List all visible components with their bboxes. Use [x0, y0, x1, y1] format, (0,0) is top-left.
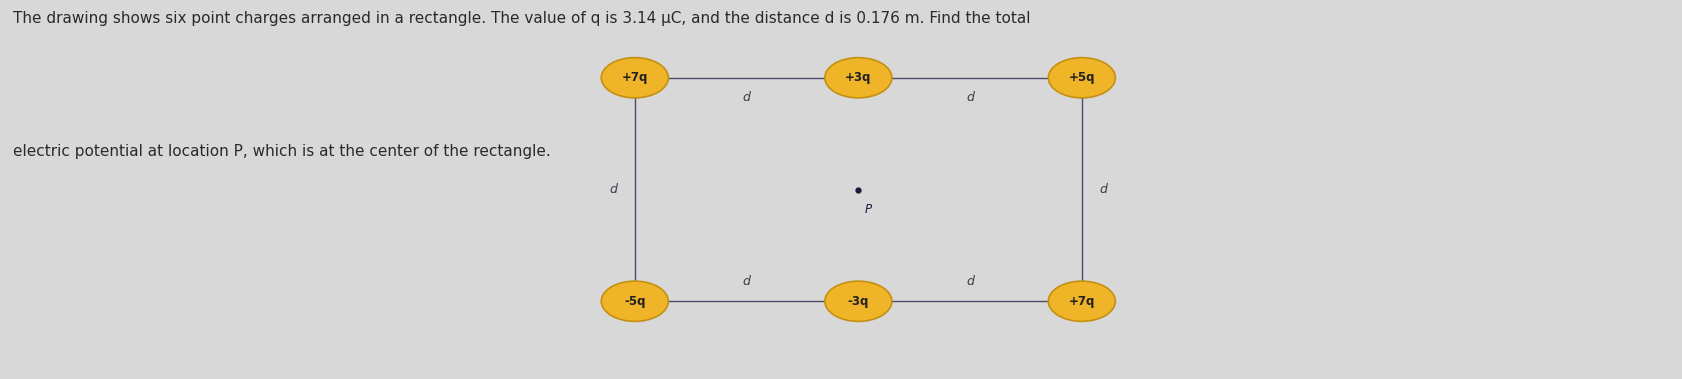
Ellipse shape — [824, 281, 891, 321]
Text: -5q: -5q — [624, 295, 646, 308]
Ellipse shape — [600, 281, 668, 321]
Ellipse shape — [600, 58, 668, 98]
Text: d: d — [1098, 183, 1107, 196]
Text: -3q: -3q — [848, 295, 868, 308]
Text: electric potential at location P, which is at the center of the rectangle.: electric potential at location P, which … — [13, 144, 552, 159]
Text: +5q: +5q — [1068, 71, 1095, 84]
Text: The drawing shows six point charges arranged in a rectangle. The value of q is 3: The drawing shows six point charges arra… — [13, 11, 1031, 27]
Ellipse shape — [824, 58, 891, 98]
Text: d: d — [742, 275, 750, 288]
Text: d: d — [742, 91, 750, 104]
Ellipse shape — [1048, 281, 1115, 321]
Text: +3q: +3q — [844, 71, 871, 84]
Text: P: P — [865, 203, 871, 216]
Text: +7q: +7q — [621, 71, 648, 84]
Text: d: d — [965, 91, 974, 104]
Text: d: d — [609, 183, 617, 196]
Text: d: d — [965, 275, 974, 288]
Text: +7q: +7q — [1068, 295, 1095, 308]
Ellipse shape — [1048, 58, 1115, 98]
